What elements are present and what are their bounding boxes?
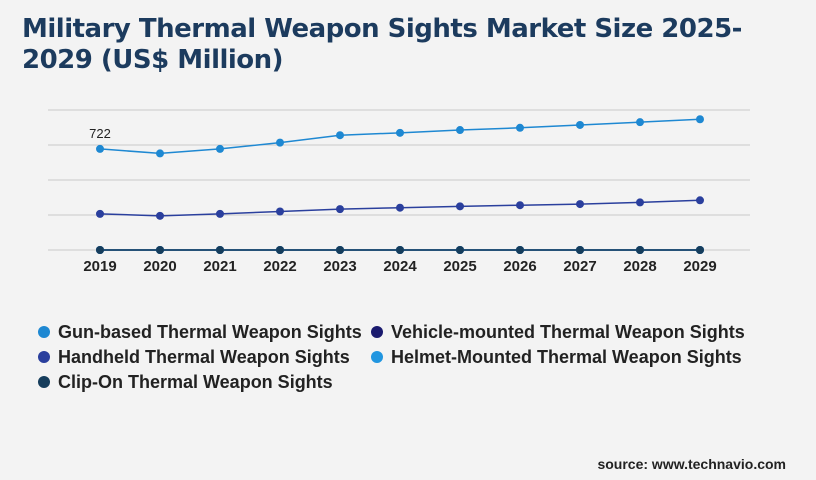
data-point <box>156 149 164 158</box>
data-point <box>156 246 164 254</box>
x-tick-label: 2021 <box>203 258 236 275</box>
data-point <box>456 246 464 254</box>
x-tick-label: 2019 <box>83 258 116 275</box>
data-point <box>156 211 164 220</box>
x-tick-label: 2025 <box>443 258 476 275</box>
chart-title: Military Thermal Weapon Sights Market Si… <box>22 14 742 75</box>
legend-item: Helmet-Mounted Thermal Weapon Sights <box>371 346 761 368</box>
data-point <box>216 246 224 254</box>
legend-label: Clip-On Thermal Weapon Sights <box>58 371 333 392</box>
data-point <box>336 131 344 140</box>
line-chart: 2019 2020 2021 2022 2023 2024 2025 2026 2027 2028… <box>48 109 750 275</box>
series-lines <box>99 118 701 251</box>
data-point <box>336 205 344 214</box>
data-label: 722 <box>89 126 111 141</box>
data-point <box>276 138 284 147</box>
data-point <box>96 209 104 218</box>
data-point <box>516 123 524 132</box>
data-point <box>576 246 584 254</box>
x-tick-label: 2024 <box>383 258 417 275</box>
x-tick-label: 2020 <box>143 258 176 275</box>
x-tick-label: 2026 <box>503 258 536 275</box>
legend-label: Gun-based Thermal Weapon Sights <box>58 321 362 342</box>
data-point <box>696 115 704 124</box>
data-point <box>696 196 704 205</box>
legend-marker <box>371 326 383 338</box>
data-point <box>96 246 104 254</box>
data-point <box>636 198 644 207</box>
data-point <box>516 201 524 210</box>
data-point <box>216 209 224 218</box>
data-point <box>396 128 404 137</box>
data-point <box>576 200 584 209</box>
legend: Gun-based Thermal Weapon Sights Vehicle-m… <box>38 321 778 393</box>
labels: 2019 2020 2021 2022 2023 2024 2025 2026 2027 2028… <box>83 126 716 275</box>
legend-marker <box>38 376 50 388</box>
legend-marker <box>38 351 50 363</box>
data-point <box>96 144 104 153</box>
x-tick-label: 2028 <box>623 258 656 275</box>
data-point <box>216 144 224 153</box>
data-point <box>456 202 464 211</box>
x-tick-label: 2027 <box>563 258 596 275</box>
source-note: source: www.technavio.com <box>597 456 786 472</box>
data-point <box>636 118 644 127</box>
data-point <box>696 246 704 254</box>
legend-item: Vehicle-mounted Thermal Weapon Sights <box>371 321 761 343</box>
legend-label: Vehicle-mounted Thermal Weapon Sights <box>391 321 745 342</box>
data-point <box>396 203 404 212</box>
x-tick-label: 2023 <box>323 258 356 275</box>
legend-label: Handheld Thermal Weapon Sights <box>58 346 350 367</box>
legend-item: Gun-based Thermal Weapon Sights <box>38 321 371 343</box>
legend-marker <box>371 351 383 363</box>
data-point <box>456 126 464 135</box>
data-point <box>396 246 404 254</box>
data-point <box>636 246 644 254</box>
legend-marker <box>38 326 50 338</box>
series-points <box>96 115 704 254</box>
data-point <box>516 246 524 254</box>
data-point <box>576 120 584 129</box>
legend-label: Helmet-Mounted Thermal Weapon Sights <box>391 346 742 367</box>
x-tick-label: 2029 <box>683 258 716 275</box>
data-point <box>276 207 284 216</box>
data-point <box>336 246 344 254</box>
legend-item: Handheld Thermal Weapon Sights <box>38 346 371 368</box>
legend-item: Clip-On Thermal Weapon Sights <box>38 371 371 393</box>
data-point <box>276 246 284 254</box>
x-tick-label: 2022 <box>263 258 296 275</box>
